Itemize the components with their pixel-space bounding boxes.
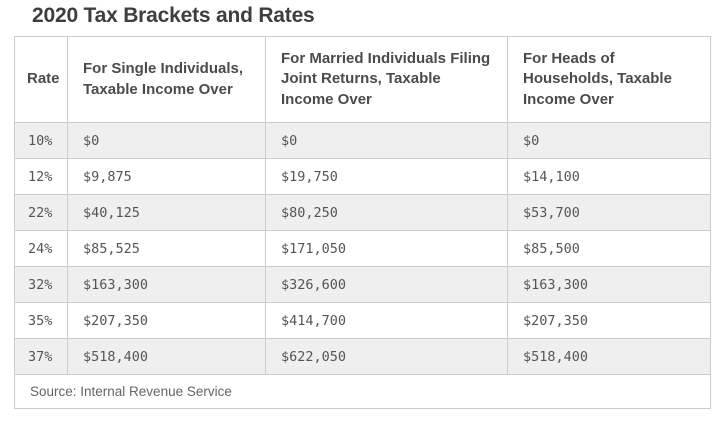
hoh-value-cell: $518,400 [507,338,711,375]
rate-cell: 22% [14,194,68,231]
page: 2020 Tax Brackets and Rates Rate For Sin… [14,4,711,409]
rate-cell: 10% [14,122,68,159]
single-value-cell: $85,525 [67,230,266,267]
column-header-married: For Married Individuals Filing Joint Ret… [265,36,508,123]
table-row: 22% $40,125 $80,250 $53,700 [14,194,711,231]
table-row: 37% $518,400 $622,050 $518,400 [14,338,711,375]
single-value-cell: $163,300 [67,266,266,303]
rate-cell: 32% [14,266,68,303]
rate-cell: 24% [14,230,68,267]
source-note: Source: Internal Revenue Service [14,374,711,409]
rate-cell: 37% [14,338,68,375]
married-value-cell: $414,700 [265,302,508,339]
single-value-cell: $0 [67,122,266,159]
married-value-cell: $171,050 [265,230,508,267]
table-row: 32% $163,300 $326,600 $163,300 [14,266,711,303]
rate-cell: 35% [14,302,68,339]
table-row: 10% $0 $0 $0 [14,122,711,159]
single-value-cell: $40,125 [67,194,266,231]
header-row: Rate For Single Individuals, Taxable Inc… [14,36,711,123]
table-footer: Source: Internal Revenue Service [14,374,711,409]
hoh-value-cell: $207,350 [507,302,711,339]
column-header-rate: Rate [14,36,68,123]
source-row: Source: Internal Revenue Service [14,374,711,409]
table-row: 24% $85,525 $171,050 $85,500 [14,230,711,267]
table-row: 12% $9,875 $19,750 $14,100 [14,158,711,195]
hoh-value-cell: $85,500 [507,230,711,267]
hoh-value-cell: $163,300 [507,266,711,303]
column-header-single: For Single Individuals, Taxable Income O… [67,36,266,123]
hoh-value-cell: $53,700 [507,194,711,231]
table-row: 35% $207,350 $414,700 $207,350 [14,302,711,339]
single-value-cell: $207,350 [67,302,266,339]
rate-cell: 12% [14,158,68,195]
hoh-value-cell: $14,100 [507,158,711,195]
married-value-cell: $326,600 [265,266,508,303]
table-header: Rate For Single Individuals, Taxable Inc… [14,36,711,123]
single-value-cell: $9,875 [67,158,266,195]
married-value-cell: $0 [265,122,508,159]
married-value-cell: $80,250 [265,194,508,231]
married-value-cell: $622,050 [265,338,508,375]
hoh-value-cell: $0 [507,122,711,159]
column-header-heads-of-household: For Heads of Households, Taxable Income … [507,36,711,123]
page-title: 2020 Tax Brackets and Rates [32,4,315,27]
married-value-cell: $19,750 [265,158,508,195]
tax-brackets-table: Rate For Single Individuals, Taxable Inc… [14,36,711,409]
single-value-cell: $518,400 [67,338,266,375]
table-body: 10% $0 $0 $0 12% $9,875 $19,750 $14,100 … [14,122,711,375]
